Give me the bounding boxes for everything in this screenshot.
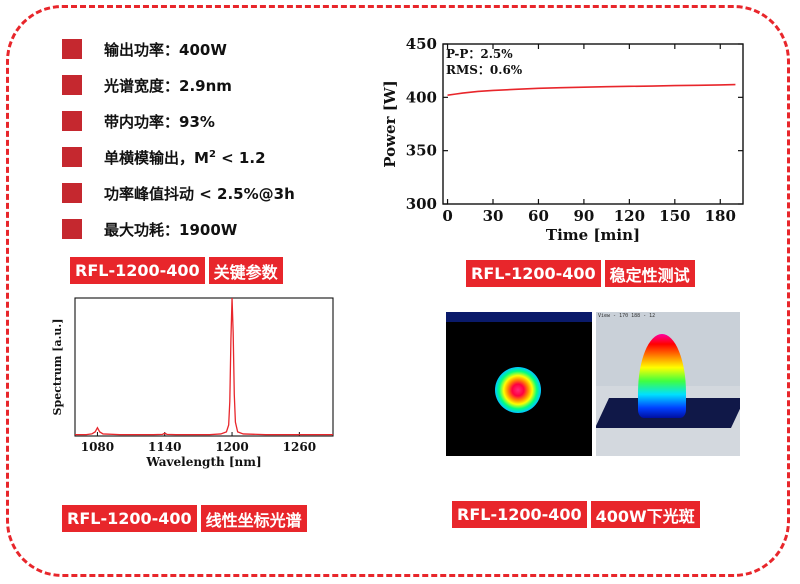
y-axis-label: Power [W] xyxy=(381,80,399,168)
label-stability-test: RFL-1200-400 稳定性测试 xyxy=(466,260,695,287)
spec-text: 功率峰值抖动 < 2.5%@3h xyxy=(104,184,295,203)
spec-text: 单横模输出，M2 < 1.2 xyxy=(104,148,266,167)
spectrum-chart: 1080 1140 1200 1260 Wavelength [nm] Spectrum … xyxy=(51,297,334,469)
x-tick-label: 90 xyxy=(573,207,594,225)
spec-item-output-power: 输出功率：400W xyxy=(62,38,227,60)
x-tick-label: 1080 xyxy=(81,440,114,454)
label-code: RFL-1200-400 xyxy=(466,260,601,287)
x-axis-label: Time [min] xyxy=(546,226,640,244)
x-tick-label: 150 xyxy=(659,207,690,225)
x-tick-label: 1260 xyxy=(283,440,316,454)
label-code: RFL-1200-400 xyxy=(70,257,205,284)
y-tick-label: 350 xyxy=(406,142,437,160)
bullet-square-icon xyxy=(62,39,82,59)
bullet-square-icon xyxy=(62,75,82,95)
dashed-frame xyxy=(6,5,790,577)
power-series-line xyxy=(447,83,736,96)
label-text: 400W下光斑 xyxy=(590,501,700,528)
spectrum-series-line xyxy=(75,297,333,436)
beam-spot-2d-image xyxy=(446,312,592,456)
spec-text: 带内功率：93% xyxy=(104,112,215,131)
spec-text: 光谱宽度：2.9nm xyxy=(104,76,232,95)
label-code: RFL-1200-400 xyxy=(62,505,197,532)
x-tick-label: 1200 xyxy=(215,440,248,454)
plot-frame xyxy=(442,43,744,205)
beam-3d-peak xyxy=(638,334,686,418)
beam-spot-3d-image: View - 170 188 - 12 xyxy=(596,312,740,456)
x-tick-label: 30 xyxy=(483,207,504,225)
x-tick-label: 1140 xyxy=(148,440,181,454)
bullet-square-icon xyxy=(62,111,82,131)
bullet-square-icon xyxy=(62,147,82,167)
x-tick-label: 0 xyxy=(442,207,452,225)
label-beam-spot: RFL-1200-400 400W下光斑 xyxy=(452,501,700,528)
bullet-square-icon xyxy=(62,219,82,239)
beam-image-topbar xyxy=(446,312,592,322)
y-axis-label: Spectrum [a.u.] xyxy=(51,319,64,416)
x-tick-label: 120 xyxy=(614,207,645,225)
label-text: 稳定性测试 xyxy=(604,260,695,287)
beam-profile-images: View - 170 188 - 12 xyxy=(446,312,740,456)
spec-item-single-mode: 单横模输出，M2 < 1.2 xyxy=(62,146,266,168)
spec-text: 输出功率：400W xyxy=(104,40,227,59)
spec-item-spectral-width: 光谱宽度：2.9nm xyxy=(62,74,232,96)
x-tick-label: 180 xyxy=(705,207,736,225)
y-tick-label: 450 xyxy=(406,35,437,53)
annotation-text: RMS：0.6% xyxy=(446,63,523,77)
spec-text: 最大功耗：1900W xyxy=(104,220,238,239)
spec-item-inband-power: 带内功率：93% xyxy=(62,110,215,132)
annotation-text: P-P：2.5% xyxy=(446,47,513,61)
plot-frame xyxy=(74,297,334,437)
spec-item-max-consumption: 最大功耗：1900W xyxy=(62,218,237,240)
power-stability-chart: 0 30 60 90 120 150 180 300 350 400 450 Time [min] Po… xyxy=(381,35,744,244)
x-tick-label: 60 xyxy=(528,207,549,225)
y-tick-label: 400 xyxy=(406,88,437,106)
label-text: 关键参数 xyxy=(208,257,283,284)
label-linear-spectrum: RFL-1200-400 线性坐标光谱 xyxy=(62,505,307,532)
label-code: RFL-1200-400 xyxy=(452,501,587,528)
beam-spot xyxy=(495,367,541,413)
bullet-square-icon xyxy=(62,183,82,203)
y-tick-label: 300 xyxy=(406,195,437,213)
spec-item-power-jitter: 功率峰值抖动 < 2.5%@3h xyxy=(62,182,295,204)
label-key-params: RFL-1200-400 关键参数 xyxy=(70,257,283,284)
x-axis-label: Wavelength [nm] xyxy=(145,455,261,469)
label-text: 线性坐标光谱 xyxy=(200,505,307,532)
beam-view-header: View - 170 188 - 12 xyxy=(598,313,656,319)
